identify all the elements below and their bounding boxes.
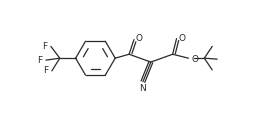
Text: F: F — [37, 56, 42, 65]
Text: O: O — [178, 34, 185, 43]
Text: F: F — [42, 42, 47, 51]
Text: N: N — [140, 84, 146, 93]
Text: O: O — [191, 55, 199, 64]
Text: F: F — [43, 66, 48, 75]
Text: O: O — [135, 34, 143, 43]
